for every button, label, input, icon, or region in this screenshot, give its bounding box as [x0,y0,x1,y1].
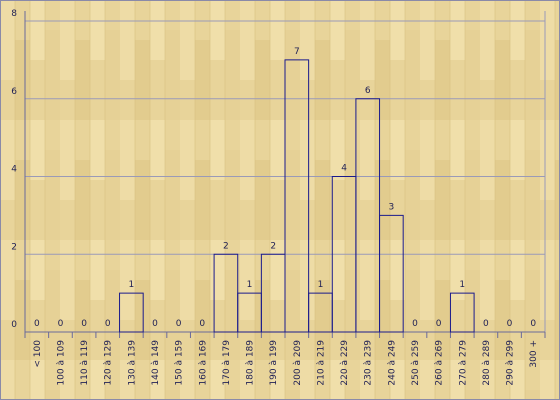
value-label: 0 [34,319,40,329]
x-tick-label: 270 à 279 [458,340,468,386]
x-tick-label: 170 à 179 [222,340,232,386]
x-tick-label: 200 à 209 [293,340,303,386]
value-label: 1 [247,280,253,290]
x-tick-label: 290 à 299 [506,340,516,386]
value-label: 0 [152,319,158,329]
value-label: 1 [459,280,465,290]
y-tick-label: 2 [11,242,17,252]
value-label: 0 [176,319,182,329]
y-tick-label: 4 [11,165,17,175]
x-tick-label: 240 à 249 [387,340,397,386]
x-tick-label: 130 à 139 [127,340,137,386]
value-label: 0 [412,319,418,329]
value-label: 3 [388,202,394,212]
value-label: 2 [223,241,229,251]
value-label: 2 [270,241,276,251]
x-tick-label: 140 à 149 [151,340,161,386]
bar [379,214,404,333]
value-label: 4 [341,164,347,174]
x-tick-label: 210 à 219 [316,340,326,386]
bar [284,59,310,333]
y-tick-label: 8 [11,9,17,19]
value-label: 7 [294,47,300,57]
x-tick-label: 230 à 239 [364,340,374,386]
x-tick-label: 280 à 289 [482,340,492,386]
y-tick-label: 0 [11,320,17,330]
x-tick-label: 250 à 259 [411,340,421,386]
value-label: 1 [318,280,324,290]
y-tick-label: 6 [11,87,17,97]
bar [449,292,475,333]
bar [119,292,144,333]
value-label: 0 [199,319,205,329]
value-label: 0 [436,319,442,329]
x-tick-label: 160 à 169 [198,340,208,386]
value-label: 0 [105,319,111,329]
x-tick-label: 110 à 119 [80,340,90,386]
x-tick-label: 180 à 189 [246,340,256,386]
x-tick-label: 150 à 159 [175,340,185,386]
value-label: 0 [58,319,64,329]
x-tick-label: 220 à 229 [340,340,350,386]
x-tick-label: < 100 [33,340,43,368]
x-tick-label: 120 à 129 [104,340,114,386]
value-label: 0 [81,319,87,329]
value-label: 0 [530,319,536,329]
value-label: 0 [483,319,489,329]
value-label: 1 [128,280,134,290]
value-label: 0 [507,319,513,329]
x-tick-label: 260 à 269 [435,340,445,386]
x-tick-label: 300 + [529,340,539,368]
value-label: 6 [365,86,371,96]
x-tick-label: 100 à 109 [56,340,66,386]
x-tick-label: 190 à 199 [269,340,279,386]
